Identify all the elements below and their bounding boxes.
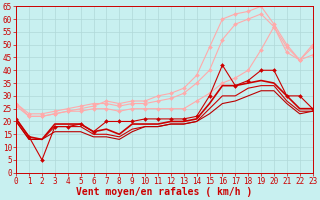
X-axis label: Vent moyen/en rafales ( km/h ): Vent moyen/en rafales ( km/h ) [76,187,252,197]
